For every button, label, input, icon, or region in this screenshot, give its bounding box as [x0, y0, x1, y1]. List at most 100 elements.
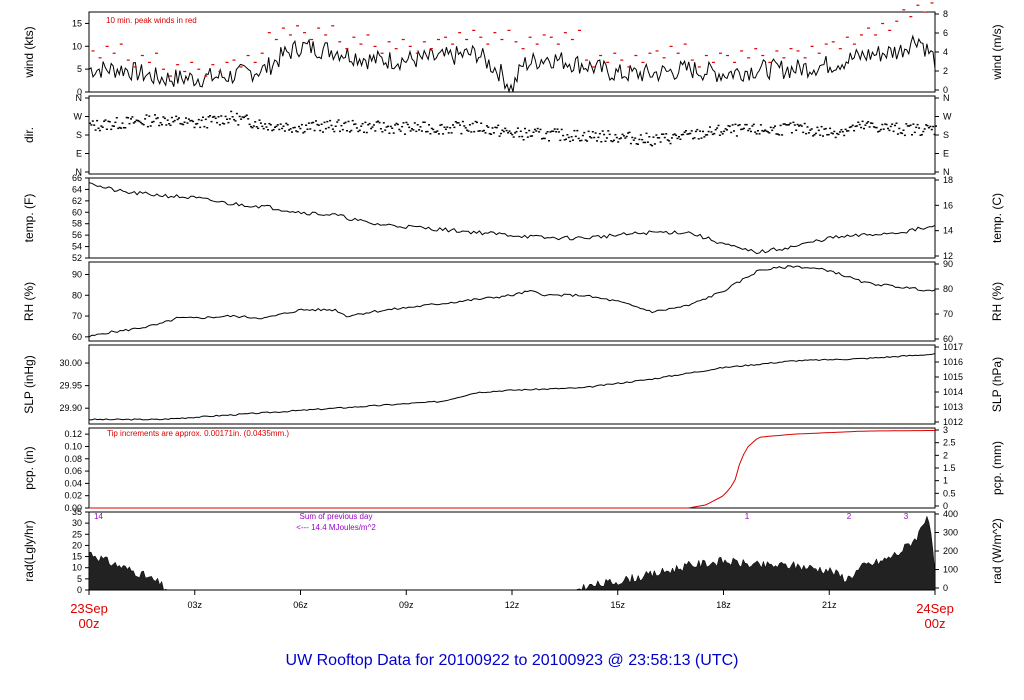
direction-point — [471, 122, 474, 125]
direction-point — [740, 128, 743, 131]
wind-peak-mark — [366, 34, 370, 36]
direction-point — [336, 121, 339, 123]
direction-point — [631, 136, 634, 139]
direction-point — [300, 123, 303, 126]
direction-point — [521, 135, 524, 138]
direction-point — [190, 119, 193, 122]
direction-point — [210, 120, 213, 123]
direction-point — [144, 118, 147, 120]
direction-point — [245, 114, 248, 116]
direction-point — [189, 120, 192, 122]
wind-peak-mark — [690, 59, 694, 61]
direction-point — [603, 133, 606, 136]
precipitation-right-tick-label: 1.5 — [943, 463, 956, 473]
direction-point — [922, 130, 925, 133]
direction-point — [450, 132, 453, 134]
direction-point — [541, 138, 543, 140]
direction-point — [412, 129, 415, 131]
direction-point — [754, 131, 757, 133]
direction-point — [463, 125, 466, 127]
time-tick-label: 15z — [610, 600, 625, 610]
direction-point — [446, 126, 449, 128]
direction-point — [868, 126, 871, 128]
direction-point — [799, 124, 802, 126]
direction-point — [789, 122, 792, 124]
direction-point — [396, 123, 399, 126]
direction-point — [117, 127, 120, 130]
direction-point — [131, 116, 134, 118]
wind-peak-mark — [824, 43, 828, 45]
direction-point — [477, 130, 480, 132]
direction-point — [149, 125, 152, 127]
direction-point — [509, 132, 512, 134]
wind-peak-mark — [197, 68, 201, 70]
wind-peak-mark — [317, 27, 321, 29]
sea-level-pressure-ylabel-right: SLP (hPa) — [990, 357, 1004, 412]
direction-point — [355, 127, 358, 129]
direction-point — [769, 126, 772, 129]
direction-point — [759, 124, 762, 126]
direction-point — [741, 128, 744, 130]
wind-peak-mark — [796, 50, 800, 52]
direction-point — [353, 123, 356, 126]
direction-point — [888, 129, 891, 132]
wind-peak-mark — [472, 29, 476, 31]
direction-point — [130, 118, 132, 120]
direction-point — [847, 130, 850, 132]
direction-point — [557, 131, 560, 133]
direction-point — [101, 126, 104, 128]
direction-point — [875, 126, 878, 129]
direction-point — [502, 130, 505, 133]
relative-humidity-right-tick-label: 80 — [943, 284, 953, 294]
wind-line — [88, 34, 936, 94]
wind-peak-mark — [380, 52, 384, 54]
direction-point — [786, 124, 789, 126]
wind-peak-mark — [747, 57, 751, 59]
direction-point — [735, 135, 738, 137]
direction-point — [196, 122, 199, 125]
time-start-hour: 00z — [79, 616, 100, 631]
direction-point — [430, 127, 433, 130]
direction-point — [449, 127, 452, 129]
direction-point — [351, 119, 354, 122]
temperature-tick-label: 62 — [72, 196, 82, 206]
wind-peak-mark — [726, 54, 730, 57]
direction-point — [138, 120, 141, 123]
direction-point — [919, 134, 922, 136]
direction-point — [207, 116, 210, 118]
direction-point — [468, 124, 471, 126]
direction-point — [829, 127, 832, 130]
direction-point — [707, 130, 710, 133]
wind-peak-mark — [803, 57, 807, 59]
direction-point — [148, 115, 151, 117]
direction-point — [834, 136, 837, 139]
direction-point — [861, 120, 864, 123]
direction-point — [337, 119, 340, 121]
direction-point — [354, 123, 357, 125]
direction-point — [726, 129, 728, 131]
direction-point — [796, 123, 799, 126]
temperature-tick-label: 60 — [72, 207, 82, 217]
direction-point — [176, 118, 179, 121]
direction-point — [545, 132, 548, 135]
direction-point — [285, 122, 288, 125]
time-tick-label: 09z — [399, 600, 414, 610]
direction-point — [632, 139, 635, 141]
direction-point — [827, 133, 830, 136]
direction-point — [230, 110, 233, 113]
temperature-ylabel: temp. (F) — [22, 194, 36, 243]
weather-chart: wind (kts) wind (m/s)05101502468dir.NESWN… — [22, 2, 1004, 631]
direction-point — [905, 123, 908, 125]
direction-point — [326, 120, 329, 123]
direction-point — [192, 120, 195, 123]
direction-point — [800, 125, 803, 127]
direction-point — [379, 128, 382, 130]
direction-point — [103, 120, 106, 122]
direction-point — [483, 129, 485, 132]
direction-point — [576, 129, 579, 132]
direction-point — [720, 131, 723, 133]
direction-point — [358, 129, 361, 132]
direction-point — [529, 135, 532, 137]
direction-point — [923, 128, 926, 130]
direction-point — [501, 129, 504, 131]
